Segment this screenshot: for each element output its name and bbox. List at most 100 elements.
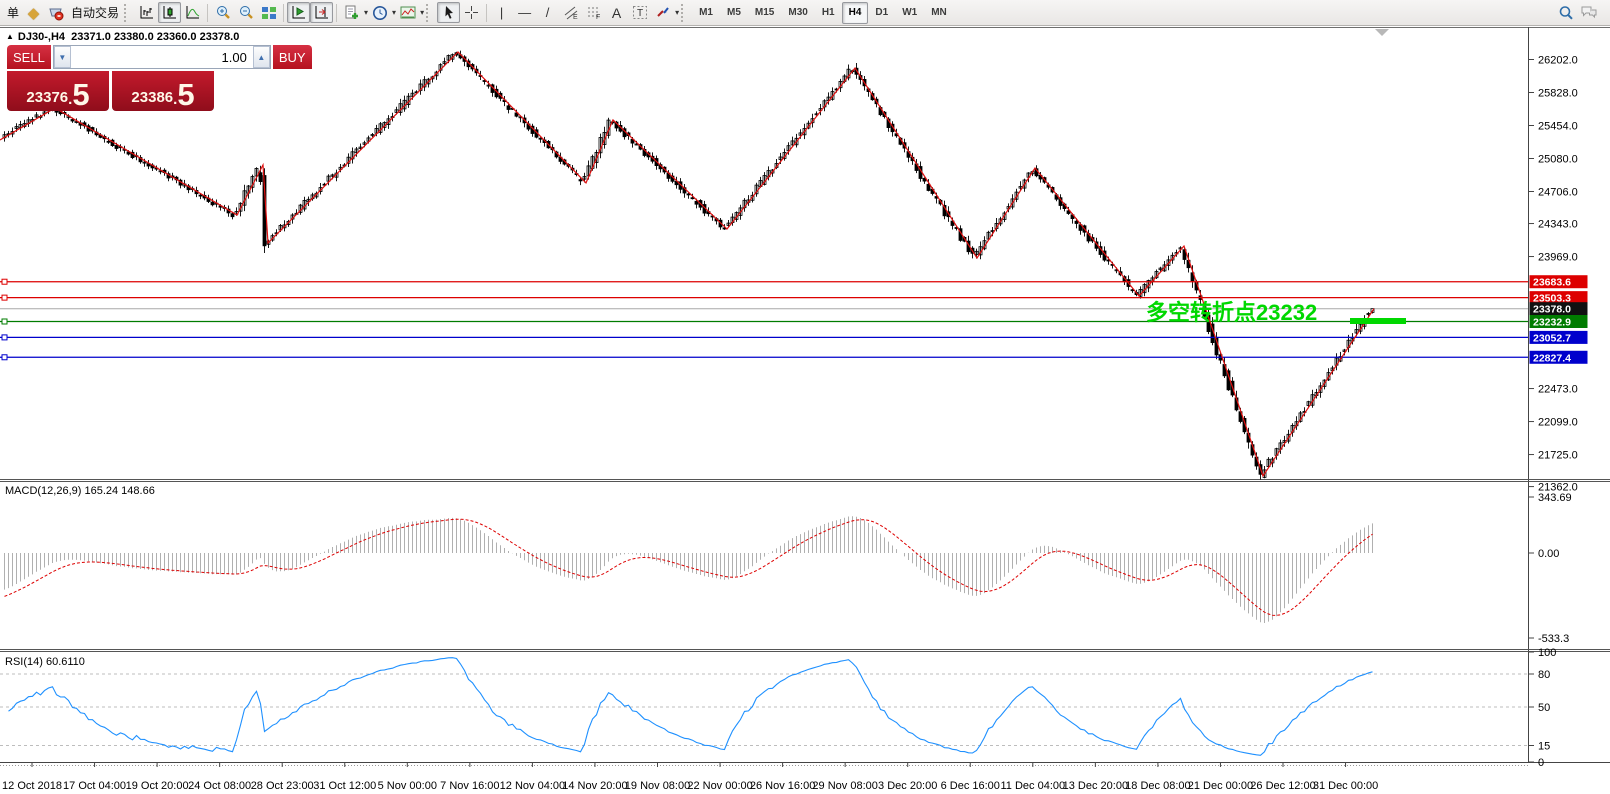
search-icon[interactable] [1554, 2, 1577, 23]
macd-histogram [4, 516, 1373, 623]
svg-text:6 Dec 16:00: 6 Dec 16:00 [941, 780, 1000, 792]
vertical-line-tool-icon[interactable]: | [499, 5, 504, 20]
svg-text:23969.0: 23969.0 [1538, 252, 1578, 264]
candlestick-chart-icon[interactable] [158, 2, 182, 23]
chart-shift-icon[interactable] [310, 2, 334, 23]
annotation-text[interactable]: 多空转折点23232 [1146, 300, 1318, 325]
collapse-arrow-icon[interactable]: ▲ [6, 32, 14, 41]
svg-text:0: 0 [1538, 757, 1544, 769]
crosshair-icon[interactable] [460, 2, 483, 23]
svg-text:31 Dec 00:00: 31 Dec 00:00 [1313, 780, 1378, 792]
buy-price-display[interactable]: 23386. 5 [112, 71, 214, 111]
svg-text:7 Nov 16:00: 7 Nov 16:00 [440, 780, 499, 792]
label-tool-icon[interactable]: T [628, 2, 651, 23]
svg-text:23683.6: 23683.6 [1533, 277, 1571, 289]
toolbar-grip[interactable] [426, 3, 433, 22]
zigzag-line[interactable] [0, 51, 1375, 478]
timeframe-m5[interactable]: M5 [727, 7, 741, 18]
svg-text:22099.0: 22099.0 [1538, 417, 1578, 429]
line-anchor-square[interactable] [1, 318, 8, 325]
volume-down-button[interactable]: ▼ [53, 46, 71, 68]
buy-button[interactable]: BUY [272, 45, 312, 69]
text-tool-icon[interactable]: A [611, 4, 622, 21]
svg-text:0.00: 0.00 [1538, 548, 1559, 560]
candles-group [2, 50, 1375, 480]
main-toolbar: 单 ◆ 自动交易 ▾ ▾ ▾ | — [0, 0, 1610, 26]
timeframe-mn[interactable]: MN [931, 7, 947, 18]
channel-tool-icon[interactable]: E [559, 2, 582, 23]
tile-windows-icon[interactable] [257, 2, 280, 23]
indicators-icon[interactable] [396, 2, 419, 23]
chart-profile-icon[interactable]: ◆ [27, 4, 40, 22]
timeframe-d1[interactable]: D1 [875, 7, 889, 18]
timeframe-m1[interactable]: M1 [699, 7, 713, 18]
period-caret-icon[interactable]: ▾ [392, 8, 397, 17]
arrows-caret-icon[interactable]: ▾ [675, 8, 680, 17]
price-tag-22827.4 [1529, 350, 1588, 364]
price-tag-23052.7 [1529, 330, 1588, 344]
trendline-tool-icon[interactable]: / [545, 5, 550, 20]
zoom-in-icon[interactable] [211, 2, 234, 23]
svg-text:19 Oct 20:00: 19 Oct 20:00 [126, 780, 189, 792]
new-order-label-partial[interactable]: 单 [7, 6, 20, 20]
line-anchor-square[interactable] [1, 294, 8, 301]
chart-shift-marker[interactable] [1375, 29, 1389, 36]
timeframe-m30[interactable]: M30 [788, 7, 808, 18]
price-tag-23232.9 [1529, 314, 1588, 328]
arrows-tool-icon[interactable] [651, 2, 674, 23]
macd-indicator-label: MACD(12,26,9) 165.24 148.66 [5, 485, 155, 497]
line-anchor-square[interactable] [1, 354, 8, 361]
volume-input[interactable] [70, 46, 253, 68]
volume-up-button[interactable]: ▲ [252, 46, 270, 68]
svg-text:21 Dec 00:00: 21 Dec 00:00 [1188, 780, 1253, 792]
svg-text:12 Oct 2018: 12 Oct 2018 [2, 780, 62, 792]
line-anchor-square[interactable] [1, 278, 8, 285]
auto-trading-cart-icon [49, 8, 64, 20]
time-axis[interactable]: 12 Oct 2018 17 Oct 04:00 19 Oct 20:00 24 Oc… [2, 762, 1378, 792]
cursor-icon[interactable] [437, 2, 461, 23]
svg-text:25828.0: 25828.0 [1538, 88, 1578, 100]
price-axis[interactable]: 26202.0 25828.0 25454.0 25080.0 24706.0 24343… [1529, 55, 1588, 770]
toolbar-grip[interactable] [681, 3, 688, 22]
timeframe-bar: M1 M5 M15 M30 H1 H4 D1 W1 MN [692, 1, 954, 24]
svg-text:17 Oct 04:00: 17 Oct 04:00 [63, 780, 126, 792]
sell-button[interactable]: SELL [7, 45, 51, 69]
svg-text:E: E [573, 14, 578, 20]
symbol-period-label: DJ30-,H4 [17, 31, 65, 43]
period-clock-icon[interactable] [368, 2, 391, 23]
svg-text:18 Dec 08:00: 18 Dec 08:00 [1125, 780, 1190, 792]
horizontal-line-tool-icon[interactable]: — [518, 5, 532, 20]
highlight-trend-segment[interactable] [1350, 318, 1406, 324]
line-chart-icon[interactable] [181, 2, 204, 23]
volume-stepper: ▼ ▲ [52, 45, 271, 69]
new-order-caret-icon[interactable]: ▾ [364, 8, 369, 17]
auto-scroll-icon[interactable] [287, 2, 311, 23]
timeframe-m15[interactable]: M15 [754, 7, 775, 18]
fibonacci-tool-icon[interactable]: F [582, 2, 605, 23]
timeframe-w1[interactable]: W1 [902, 7, 918, 18]
svg-text:22827.4: 22827.4 [1533, 352, 1571, 364]
svg-text:22 Nov 00:00: 22 Nov 00:00 [687, 780, 752, 792]
auto-trading-icon[interactable] [45, 2, 68, 23]
svg-text:19 Nov 08:00: 19 Nov 08:00 [625, 780, 690, 792]
bar-chart-icon[interactable] [135, 2, 158, 23]
toolbar-grip[interactable] [124, 3, 131, 22]
svg-text:31 Oct 12:00: 31 Oct 12:00 [313, 780, 376, 792]
macd-signal-line [4, 518, 1373, 616]
svg-text:25454.0: 25454.0 [1538, 121, 1578, 133]
line-anchor-square[interactable] [1, 334, 8, 341]
chart-canvas[interactable]: 26202.0 25828.0 25454.0 25080.0 24706.0 24343… [0, 27, 1610, 794]
auto-trading-label[interactable]: 自动交易 [71, 6, 120, 20]
zoom-out-icon[interactable] [234, 2, 257, 23]
sell-price-display[interactable]: 23376. 5 [7, 71, 109, 111]
ohlc-values: 23371.0 23380.0 23360.0 23378.0 [71, 31, 240, 43]
indicators-caret-icon[interactable]: ▾ [420, 8, 425, 17]
svg-text:5 Nov 00:00: 5 Nov 00:00 [378, 780, 437, 792]
timeframe-h1[interactable]: H1 [821, 7, 835, 18]
chat-icon[interactable] [1577, 2, 1600, 23]
new-order-icon[interactable] [340, 2, 363, 23]
svg-text:3 Dec 20:00: 3 Dec 20:00 [878, 780, 937, 792]
svg-text:15: 15 [1538, 741, 1550, 753]
price-tag-23503.3 [1529, 291, 1588, 305]
timeframe-h4[interactable]: H4 [841, 1, 869, 24]
